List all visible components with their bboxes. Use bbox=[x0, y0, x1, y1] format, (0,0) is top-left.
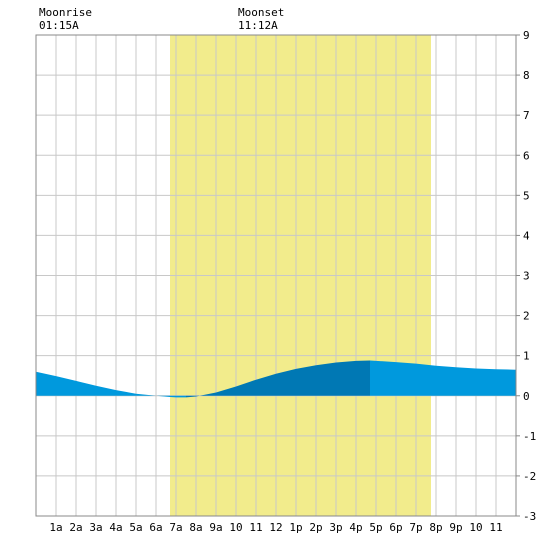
x-tick-label: 4p bbox=[349, 521, 362, 534]
y-tick-label: 4 bbox=[523, 229, 530, 242]
moon-event-time: 01:15A bbox=[39, 19, 79, 32]
moon-event-time: 11:12A bbox=[238, 19, 278, 32]
x-tick-label: 8a bbox=[189, 521, 202, 534]
tide-area-falling-late bbox=[370, 360, 516, 396]
tide-area-rising bbox=[186, 360, 370, 398]
x-tick-label: 3a bbox=[89, 521, 102, 534]
y-tick-label: 3 bbox=[523, 270, 530, 283]
x-tick-label: 8p bbox=[429, 521, 442, 534]
x-tick-label: 4a bbox=[109, 521, 122, 534]
x-tick-label: 9a bbox=[209, 521, 222, 534]
y-tick-label: -1 bbox=[523, 430, 536, 443]
x-tick-label: 3p bbox=[329, 521, 342, 534]
x-tick-label: 2p bbox=[309, 521, 322, 534]
x-tick-label: 11 bbox=[249, 521, 262, 534]
y-tick-label: 0 bbox=[523, 390, 530, 403]
x-tick-label: 7p bbox=[409, 521, 422, 534]
x-tick-label: 6p bbox=[389, 521, 402, 534]
y-tick-label: 2 bbox=[523, 310, 530, 323]
x-tick-label: 12 bbox=[269, 521, 282, 534]
y-tick-label: 8 bbox=[523, 69, 530, 82]
x-tick-label: 7a bbox=[169, 521, 182, 534]
x-tick-label: 9p bbox=[449, 521, 462, 534]
y-tick-label: 1 bbox=[523, 350, 530, 363]
y-tick-label: 6 bbox=[523, 149, 530, 162]
y-tick-label: 7 bbox=[523, 109, 530, 122]
x-tick-label: 6a bbox=[149, 521, 162, 534]
moon-event-label: Moonset bbox=[238, 6, 284, 19]
y-tick-label: 9 bbox=[523, 29, 530, 42]
tide-area-falling bbox=[36, 371, 186, 398]
x-tick-label: 5p bbox=[369, 521, 382, 534]
x-tick-label: 10 bbox=[469, 521, 482, 534]
x-tick-label: 1p bbox=[289, 521, 302, 534]
x-tick-label: 11 bbox=[489, 521, 502, 534]
x-tick-label: 2a bbox=[69, 521, 82, 534]
y-tick-label: -2 bbox=[523, 470, 536, 483]
moon-event-label: Moonrise bbox=[39, 6, 92, 19]
y-tick-label: -3 bbox=[523, 510, 536, 523]
x-tick-label: 10 bbox=[229, 521, 242, 534]
x-tick-label: 5a bbox=[129, 521, 142, 534]
y-tick-label: 5 bbox=[523, 189, 530, 202]
x-tick-label: 1a bbox=[49, 521, 62, 534]
